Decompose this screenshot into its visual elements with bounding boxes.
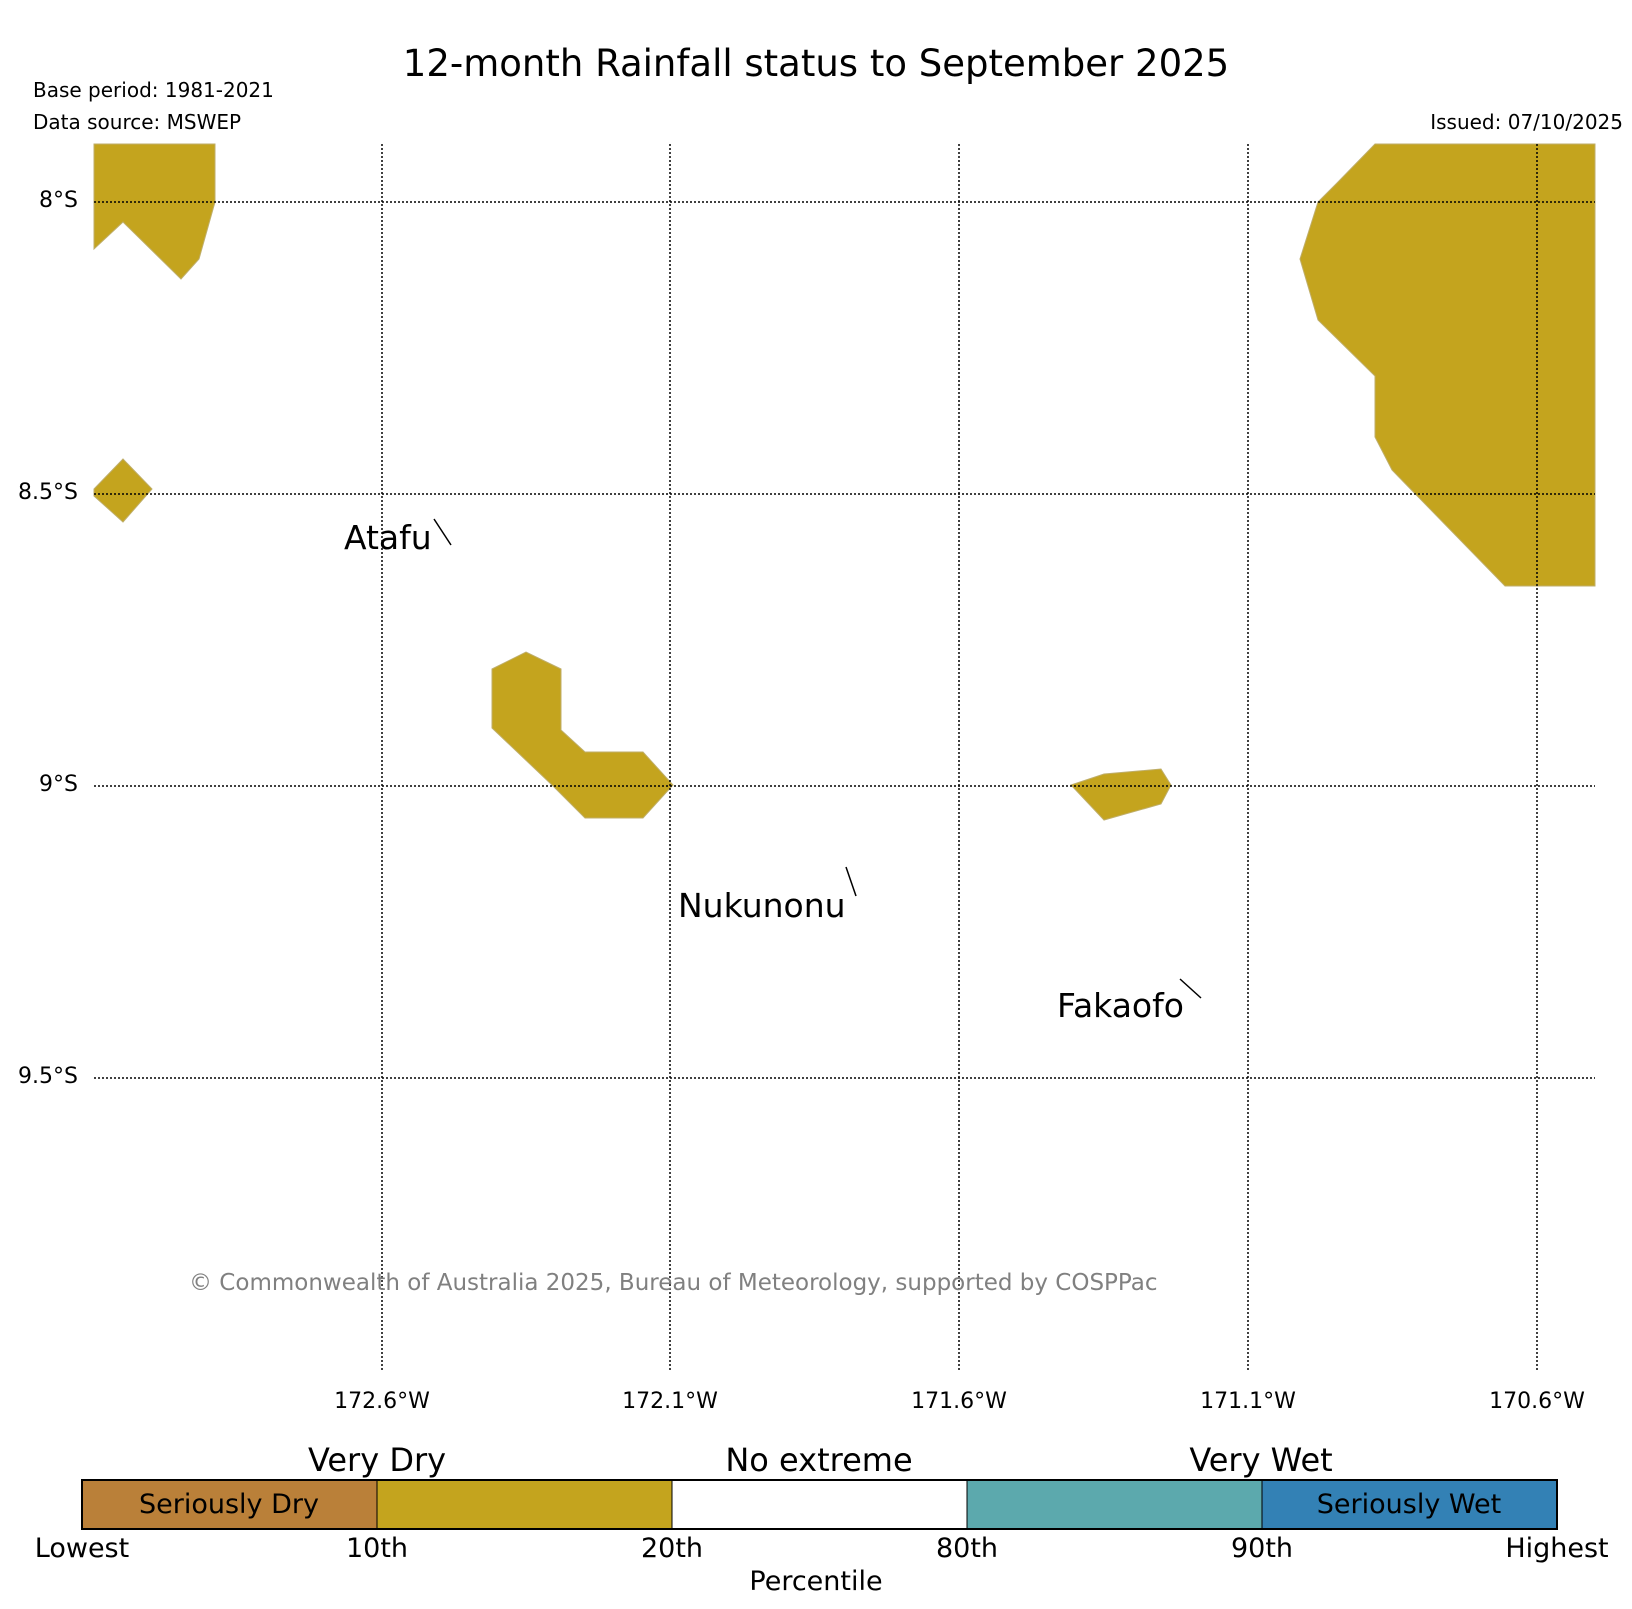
lon-label-172-1w: 172.1°W (622, 1389, 718, 1414)
legend-band-label-seriously-dry: Seriously Dry (139, 1489, 319, 1520)
base-period: Base period: 1981-2021 (33, 78, 274, 102)
legend-tick-highest: Highest (1505, 1533, 1609, 1564)
chart-title: 12-month Rainfall status to September 20… (402, 42, 1230, 85)
legend-group-very-dry: Very Dry (307, 1441, 447, 1479)
nukunonu-marker (845, 866, 857, 897)
lat-label-9s: 9°S (39, 772, 78, 797)
legend-group-no-extreme: No extreme (725, 1441, 913, 1479)
legend-tick-90th: 90th (1230, 1533, 1294, 1564)
graticule (94, 144, 1595, 1372)
dry-region-northwest (93, 143, 216, 280)
issued-date: Issued: 07/10/2025 (1430, 110, 1623, 134)
legend-band-seriously-wet (1262, 1480, 1557, 1529)
place-label-atafu: Atafu (344, 518, 432, 557)
lat-label-8s: 8°S (39, 188, 78, 213)
dry-region-nukunonu (491, 651, 674, 819)
fakaofo-marker (1179, 978, 1202, 999)
lon-label-171-1w: 171.1°W (1200, 1389, 1296, 1414)
legend-colorbar (81, 1479, 1558, 1530)
lon-label-172-6w: 172.6°W (334, 1389, 430, 1414)
legend-frame (81, 1479, 1558, 1530)
place-label-nukunonu: Nukunonu (678, 886, 846, 925)
dry-region-west (93, 458, 153, 523)
place-label-fakaofo: Fakaofo (1057, 986, 1184, 1025)
lat-label-8-5s: 8.5°S (18, 480, 78, 505)
island-markers (433, 518, 1202, 999)
legend-band-very-dry (377, 1480, 672, 1529)
legend-band-seriously-dry (82, 1480, 377, 1529)
lon-label-171-6w: 171.6°W (911, 1389, 1007, 1414)
copyright-notice: © Commonwealth of Australia 2025, Bureau… (189, 1270, 1158, 1296)
legend-group-very-wet: Very Wet (1189, 1441, 1333, 1479)
legend-tick-lowest: Lowest (34, 1533, 130, 1564)
lon-label-170-6w: 170.6°W (1489, 1389, 1585, 1414)
dry-region-east (1299, 143, 1596, 587)
legend-band-very-wet (967, 1480, 1262, 1529)
legend-tick-20th: 20th (640, 1533, 704, 1564)
legend-band-no-extreme (672, 1480, 967, 1529)
very-dry-regions (93, 143, 1596, 821)
legend-tick-80th: 80th (935, 1533, 999, 1564)
data-source: Data source: MSWEP (33, 110, 242, 134)
atafu-marker (433, 518, 452, 546)
legend-tick-10th: 10th (345, 1533, 409, 1564)
lat-label-9-5s: 9.5°S (18, 1064, 78, 1089)
legend-axis-title: Percentile (749, 1566, 883, 1597)
dry-region-fakaofo (1070, 768, 1172, 821)
legend-band-label-seriously-wet: Seriously Wet (1316, 1489, 1502, 1520)
